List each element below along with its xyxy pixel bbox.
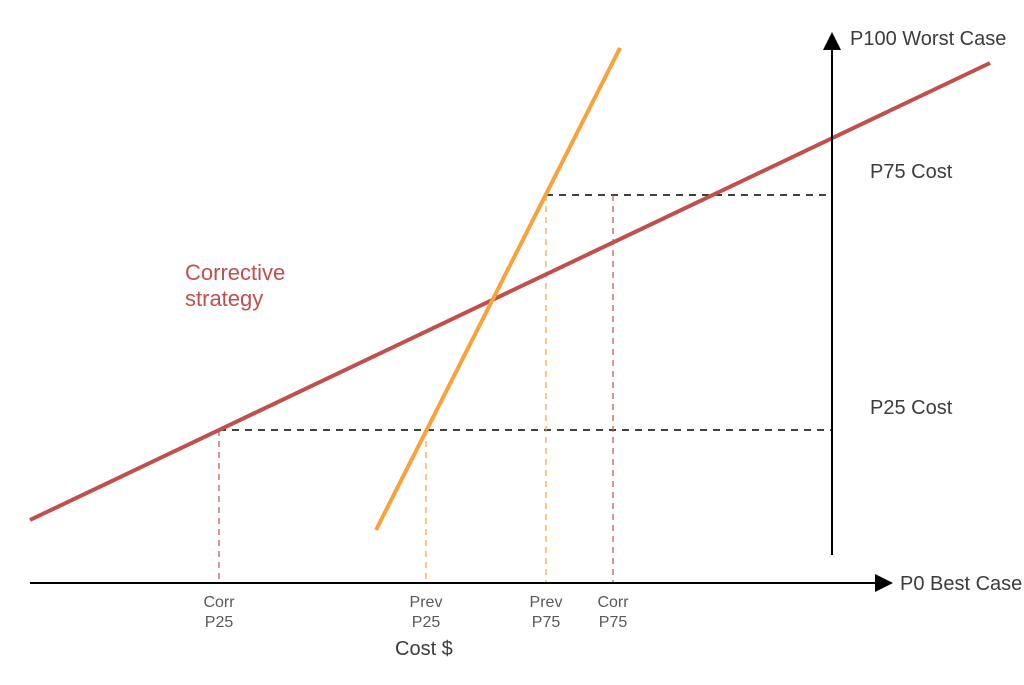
tick-corr-p75-l2: P75 [599, 614, 628, 631]
tick-corr-p25-l2: P25 [205, 614, 234, 631]
y-axis-label: P100 Worst Case [850, 28, 1006, 50]
corrective-strategy-line [30, 63, 990, 520]
p25-cost-label: P25 Cost [870, 397, 953, 419]
chart-container: P0 Best Case P100 Worst Case P25 Cost P7… [0, 0, 1024, 685]
tick-corr-p25-l1: Corr [203, 594, 235, 611]
p75-cost-label: P75 Cost [870, 161, 953, 183]
tick-prev-p25-l2: P25 [412, 614, 441, 631]
corrective-label-line2: strategy [185, 286, 263, 311]
strategy-cost-chart: P0 Best Case P100 Worst Case P25 Cost P7… [0, 0, 1024, 685]
tick-prev-p25-l1: Prev [410, 594, 443, 611]
preventive-strategy-line [376, 48, 620, 530]
x-axis-label: P0 Best Case [900, 573, 1022, 595]
tick-prev-p75-l1: Prev [530, 594, 563, 611]
corrective-label-line1: Corrective [185, 260, 285, 285]
tick-corr-p75-l1: Corr [597, 594, 629, 611]
tick-prev-p75-l2: P75 [532, 614, 561, 631]
x-axis-title: Cost $ [395, 638, 453, 660]
